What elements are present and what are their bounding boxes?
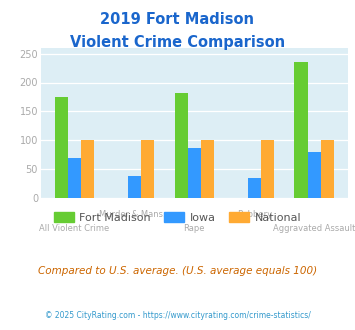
Bar <box>307 152 321 198</box>
Legend: Fort Madison, Iowa, National: Fort Madison, Iowa, National <box>49 208 306 227</box>
Text: Murder & Mans...: Murder & Mans... <box>99 210 170 219</box>
Bar <box>188 148 201 198</box>
Bar <box>55 97 68 198</box>
Bar <box>81 140 94 198</box>
Text: All Violent Crime: All Violent Crime <box>39 224 110 233</box>
Text: Robbery: Robbery <box>237 210 272 219</box>
Text: Aggravated Assault: Aggravated Assault <box>273 224 355 233</box>
Bar <box>175 93 188 198</box>
Text: 2019 Fort Madison: 2019 Fort Madison <box>100 12 255 26</box>
Bar <box>141 140 154 198</box>
Text: © 2025 CityRating.com - https://www.cityrating.com/crime-statistics/: © 2025 CityRating.com - https://www.city… <box>45 311 310 320</box>
Bar <box>68 158 81 198</box>
Bar <box>248 178 261 198</box>
Bar <box>321 140 334 198</box>
Text: Rape: Rape <box>184 224 205 233</box>
Bar <box>201 140 214 198</box>
Text: Compared to U.S. average. (U.S. average equals 100): Compared to U.S. average. (U.S. average … <box>38 266 317 276</box>
Bar <box>261 140 274 198</box>
Bar <box>128 176 141 198</box>
Bar <box>294 62 307 198</box>
Text: Violent Crime Comparison: Violent Crime Comparison <box>70 35 285 50</box>
